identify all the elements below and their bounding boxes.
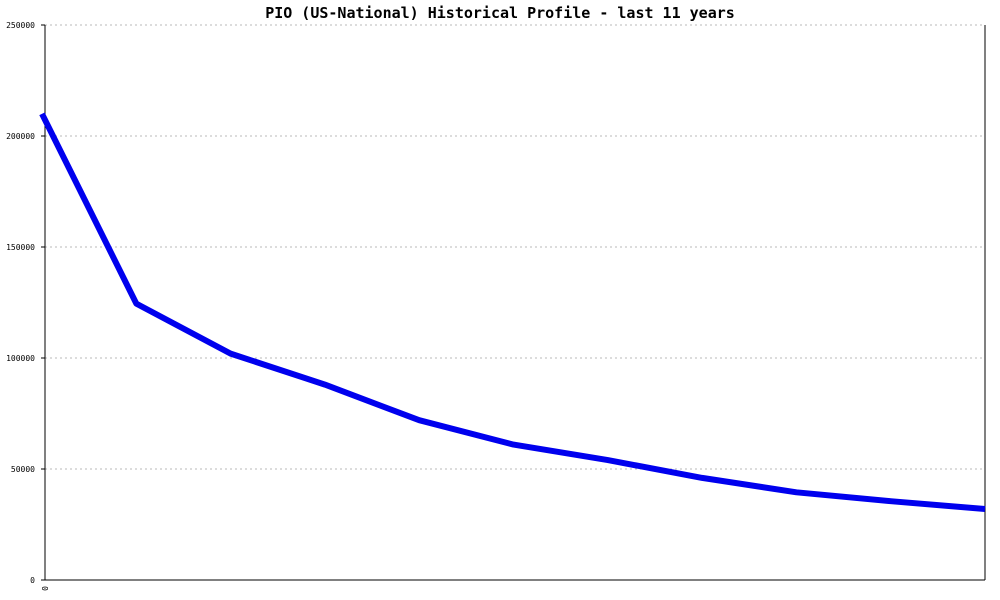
y-tick-label: 50000 <box>11 465 35 474</box>
series-layer <box>39 112 986 512</box>
y-tick-label: 150000 <box>6 243 35 252</box>
y-axis-tick-labels: 0 50000 100000 150000 200000 250000 <box>6 21 35 585</box>
y-tick-label: 100000 <box>6 354 35 363</box>
series-line <box>39 112 986 512</box>
gridlines <box>45 24 985 470</box>
y-tick-label: 250000 <box>6 21 35 30</box>
y-tick-label: 0 <box>30 576 35 585</box>
y-tick-label: 200000 <box>6 132 35 141</box>
x-axis-tick-labels: 0 <box>41 586 50 591</box>
x-tick-label: 0 <box>41 586 50 591</box>
chart-title: PIO (US-National) Historical Profile - l… <box>265 4 735 22</box>
